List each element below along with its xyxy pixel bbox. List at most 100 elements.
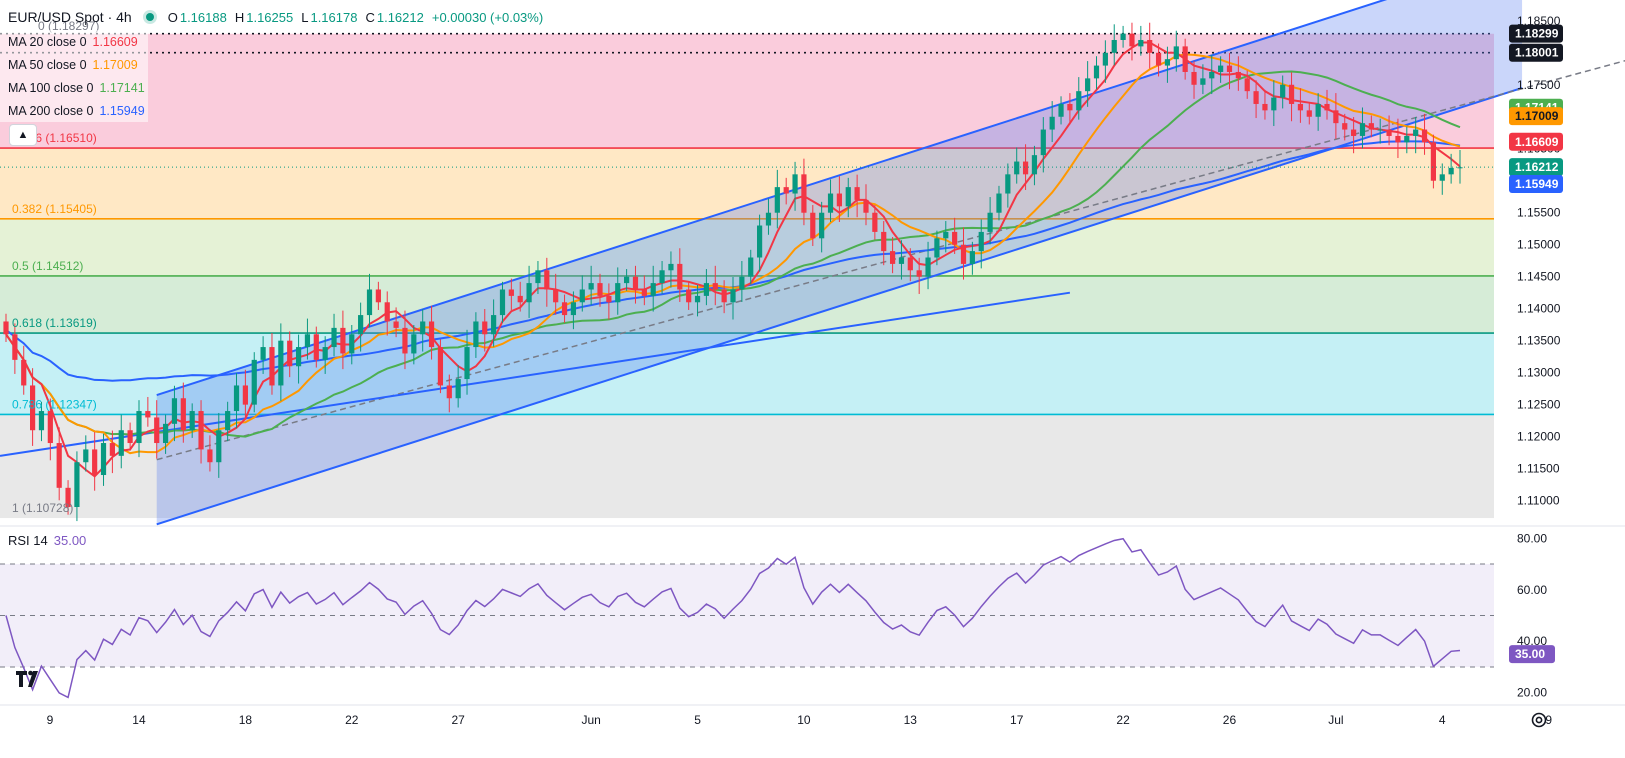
candle-body <box>56 443 62 488</box>
candle-body <box>455 379 461 399</box>
rsi-title: RSI 14 <box>8 533 48 548</box>
price-tick-label: 1.12000 <box>1517 430 1561 444</box>
candle-body <box>801 174 807 213</box>
candle-body <box>765 212 772 226</box>
candle-body <box>1297 103 1304 111</box>
candle-body <box>677 263 683 290</box>
candle-body <box>1342 123 1348 130</box>
candle-body <box>1359 123 1366 136</box>
candle-body <box>756 225 763 258</box>
price-badge <box>1509 132 1563 151</box>
candle-body <box>216 430 222 463</box>
price-badge-label: 1.15949 <box>1515 177 1559 191</box>
candle-body <box>38 411 45 431</box>
time-tick-label: 27 <box>451 713 465 727</box>
price-badge-label: 1.17009 <box>1515 109 1559 123</box>
candle-body <box>960 244 967 264</box>
rsi-legend[interactable]: RSI 14 35.00 <box>8 533 86 548</box>
candle-body <box>1040 129 1046 156</box>
ma20-legend[interactable]: MA 20 close 0 1.16609 <box>8 34 138 49</box>
candle-body <box>872 212 878 232</box>
candle-body <box>331 327 337 348</box>
time-tick-label: 26 <box>1223 713 1237 727</box>
candle-body <box>996 193 1002 213</box>
candle-body <box>1005 174 1011 194</box>
collapse-legend-button[interactable]: ▲ <box>9 124 37 146</box>
fib-level-label: 0.618 (1.13619) <box>12 316 97 330</box>
channel-upper-line <box>156 0 1388 397</box>
candle-body <box>934 238 940 258</box>
candle-body <box>606 295 612 303</box>
candle-body <box>1315 103 1321 117</box>
candle-body <box>526 283 532 303</box>
fib-zone <box>0 414 1494 519</box>
candle-body <box>925 257 931 277</box>
candle-body <box>1448 167 1454 175</box>
tradingview-logo-icon[interactable] <box>14 668 42 690</box>
price-axis[interactable]: 1.185001.175001.170001.165001.160001.155… <box>1509 14 1563 700</box>
ohlc-close: 1.16212 <box>376 9 424 25</box>
ma50-legend[interactable]: MA 50 close 0 1.17009 <box>8 57 138 72</box>
candle-body <box>162 423 169 444</box>
candle-body <box>597 283 603 296</box>
candle-body <box>907 257 913 271</box>
candle-body <box>1173 46 1179 60</box>
candle-body <box>1395 135 1401 143</box>
candle-body <box>659 270 665 284</box>
trend-line <box>0 291 1071 457</box>
candle-body <box>1368 123 1374 130</box>
candle-body <box>774 187 780 213</box>
candle-body <box>109 443 115 456</box>
time-tick-label: 14 <box>132 713 146 727</box>
candle-body <box>1093 65 1100 79</box>
gear-icon[interactable] <box>1530 711 1548 729</box>
candle-body <box>615 283 621 303</box>
time-axis[interactable]: 914182227Jun51013172226Jul491317 <box>0 704 1625 727</box>
symbol-title[interactable]: EUR/USD Spot · 4h <box>8 9 132 25</box>
time-tick-label: 9 <box>47 713 54 727</box>
ma200-legend[interactable]: MA 200 close 0 1.15949 <box>8 103 145 118</box>
candle-body <box>171 398 178 424</box>
price-badge <box>1509 24 1563 43</box>
candle-body <box>358 315 364 335</box>
symbol-header: EUR/USD Spot · 4h O 1.16188 H 1.16255 L 1.1… <box>8 9 544 25</box>
candle-body <box>1386 129 1392 136</box>
candle-body <box>1235 71 1241 79</box>
candle-body <box>1457 167 1463 169</box>
channel-lower-line <box>156 87 1523 526</box>
candle-body <box>349 334 355 354</box>
time-tick-label: 22 <box>1116 713 1130 727</box>
price-badge-label: 1.18299 <box>1515 27 1559 41</box>
rsi-pane <box>0 525 1625 699</box>
candle-body <box>473 321 479 348</box>
candle-body <box>1306 110 1312 117</box>
candle-body <box>1324 103 1330 111</box>
candle-body <box>1111 39 1117 53</box>
candle-body <box>570 302 577 316</box>
rsi-tick-label: 80.00 <box>1517 531 1547 545</box>
ma20-value: 1.16609 <box>92 34 138 49</box>
price-tick-label: 1.17500 <box>1517 78 1561 92</box>
candle-body <box>952 231 958 245</box>
candle-body <box>1430 142 1437 181</box>
candle-body <box>1085 78 1091 92</box>
candle-body <box>154 417 160 444</box>
price-tick-label: 1.13000 <box>1517 366 1561 380</box>
candle-body <box>1271 97 1277 111</box>
candle-body <box>1200 78 1206 85</box>
indicator-legend: MA 20 close 0 1.16609 MA 50 close 0 1.1700… <box>0 30 148 122</box>
time-tick-label: 5 <box>694 713 701 727</box>
candle-body <box>827 193 834 213</box>
ma100-value: 1.17141 <box>99 80 145 95</box>
candle-body <box>863 199 869 213</box>
candle-body <box>1404 135 1410 143</box>
ma100-legend[interactable]: MA 100 close 0 1.17141 <box>8 80 145 95</box>
fib-zone <box>0 148 1494 219</box>
candle-body <box>65 487 71 508</box>
rsi-badge <box>1509 645 1555 664</box>
price-badge <box>1509 107 1563 126</box>
price-tick-label: 1.12500 <box>1517 398 1561 412</box>
candle-body <box>836 193 842 207</box>
candle-body <box>446 385 452 399</box>
